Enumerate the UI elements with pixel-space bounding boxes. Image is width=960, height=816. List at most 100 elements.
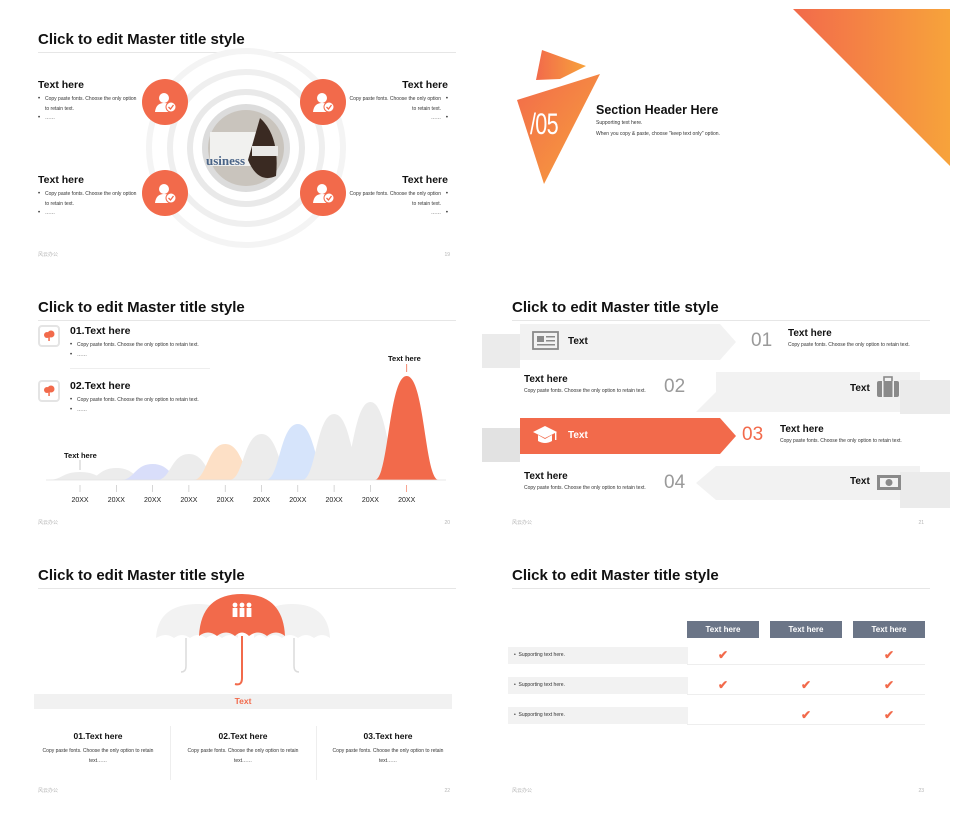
row-divider (687, 724, 925, 725)
table-row (508, 707, 688, 724)
year-label: 20XX (326, 497, 343, 504)
page-number: 23 (918, 788, 924, 794)
table-header-1 (687, 621, 759, 638)
year-label: 20XX (362, 497, 379, 504)
year-label: 20XX (398, 497, 415, 504)
row1-text: Text here Copy paste fonts. Choose the o… (788, 328, 910, 348)
year-label: 20XX (289, 497, 306, 504)
year-label: 20XX (253, 497, 270, 504)
row4-tag: Text (850, 476, 870, 487)
table-row (508, 677, 688, 694)
check-icon: ✔ (718, 678, 729, 692)
year-label: 20XX (217, 497, 234, 504)
slide-19: Click to edit Master title style usiness… (6, 4, 480, 272)
row4-number: 04 (664, 472, 686, 493)
newspaper-icon (532, 331, 559, 350)
group-people-icon (232, 602, 252, 617)
concentric-rings (146, 48, 346, 248)
check-icon: ✔ (801, 678, 812, 692)
icon-frame-1 (38, 325, 60, 347)
row2-tag: Text (850, 383, 870, 394)
user-check-icon (155, 93, 177, 113)
gradient-shapes (517, 9, 950, 184)
footer-brand: 风云办公 (38, 788, 59, 794)
table-header-label: Text here (871, 625, 907, 634)
slide-title: Click to edit Master title style (38, 31, 245, 48)
row-divider (687, 694, 925, 695)
page-number: 21 (918, 520, 924, 526)
user-check-icon (313, 184, 335, 204)
slide-22: Click to edit Master title style Text 01… (6, 540, 480, 808)
check-icon: ✔ (884, 708, 895, 722)
slide-section-header: /05 Section Header Here Supporting text … (480, 4, 954, 272)
year-label: 20XX (71, 497, 88, 504)
footer-brand: 风云办公 (512, 520, 533, 526)
slide-title: Click to edit Master title style (512, 299, 719, 316)
cloud-tree-icon (44, 330, 55, 341)
icon-frame-2 (38, 380, 60, 402)
item-divider (70, 368, 210, 369)
title-divider (512, 320, 930, 321)
column-2: 02.Text here Copy paste fonts. Choose th… (187, 731, 299, 764)
table-header-2 (770, 621, 842, 638)
text-block-top-left: Text here Copy paste fonts. Choose the o… (38, 79, 138, 124)
ribbon-shapes (482, 324, 950, 508)
column-1: 01.Text here Copy paste fonts. Choose th… (42, 731, 154, 764)
slide-20: Click to edit Master title style 01.Text… (6, 272, 480, 540)
check-icon: ✔ (718, 648, 729, 662)
section-header: Section Header Here (596, 103, 719, 117)
briefcase-icon (877, 376, 899, 397)
table-header-label: Text here (788, 625, 824, 634)
text-block-top-right: Text here Copy paste fonts. Choose the o… (348, 79, 448, 124)
text-bar (34, 694, 452, 709)
row2-number: 02 (664, 376, 686, 397)
column-divider (316, 726, 317, 780)
table-row (508, 647, 688, 664)
page-number: 19 (444, 252, 450, 258)
timeline-item-1: 01.Text here Copy paste fonts. Choose th… (70, 325, 220, 360)
page-number: 20 (444, 520, 450, 526)
page-number: 22 (444, 788, 450, 794)
label-text-right: Text here (388, 354, 421, 363)
row3-number: 03 (742, 424, 764, 445)
label-text-left: Text here (64, 451, 97, 460)
slide-23: Click to edit Master title style Text he… (480, 540, 954, 808)
year-label: 20XX (180, 497, 197, 504)
row4-text: Text here Copy paste fonts. Choose the o… (524, 471, 646, 491)
user-check-icon (155, 184, 177, 204)
title-divider (38, 588, 456, 589)
section-sub-1: Supporting text here. (596, 120, 643, 126)
slide-title: Click to edit Master title style (512, 567, 719, 584)
row-label: • Supporting text here. (514, 712, 565, 718)
timeline-item-2: 02.Text here Copy paste fonts. Choose th… (70, 380, 220, 415)
footer-brand: 风云办公 (512, 788, 533, 794)
column-divider (170, 726, 171, 780)
check-icon: ✔ (884, 648, 895, 662)
section-sub-2: When you copy & paste, choose "keep text… (596, 131, 720, 137)
footer-brand: 风云办公 (38, 520, 59, 526)
money-icon (877, 475, 901, 490)
footer-brand: 风云办公 (38, 252, 59, 258)
slide-21: Click to edit Master title style Text 01… (480, 272, 954, 540)
row3-tag: Text (568, 430, 588, 441)
user-check-icon (313, 93, 335, 113)
column-3: 03.Text here Copy paste fonts. Choose th… (332, 731, 444, 764)
row-label: • Supporting text here. (514, 682, 565, 688)
check-icon: ✔ (801, 708, 812, 722)
table-header-3 (853, 621, 925, 638)
section-number: /05 (530, 108, 559, 141)
year-label: 20XX (144, 497, 161, 504)
peak-shape (374, 376, 439, 480)
slide-title: Click to edit Master title style (38, 299, 245, 316)
row-divider (687, 664, 925, 665)
title-divider (512, 588, 930, 589)
year-label: 20XX (108, 497, 125, 504)
row-label: • Supporting text here. (514, 652, 565, 658)
photo-text: usiness (206, 153, 246, 168)
peaks-chart: 20XX 20XX 20XX 20XX 20XX 20XX 20XX 20XX 20XX 20XX (46, 364, 446, 504)
check-icon: ✔ (884, 678, 895, 692)
text-block-bottom-right: Text here Copy paste fonts. Choose the o… (348, 174, 448, 219)
row2-text: Text here Copy paste fonts. Choose the o… (524, 374, 646, 394)
text-bar-label: Text (234, 696, 252, 706)
cloud-tree-icon (44, 385, 55, 396)
